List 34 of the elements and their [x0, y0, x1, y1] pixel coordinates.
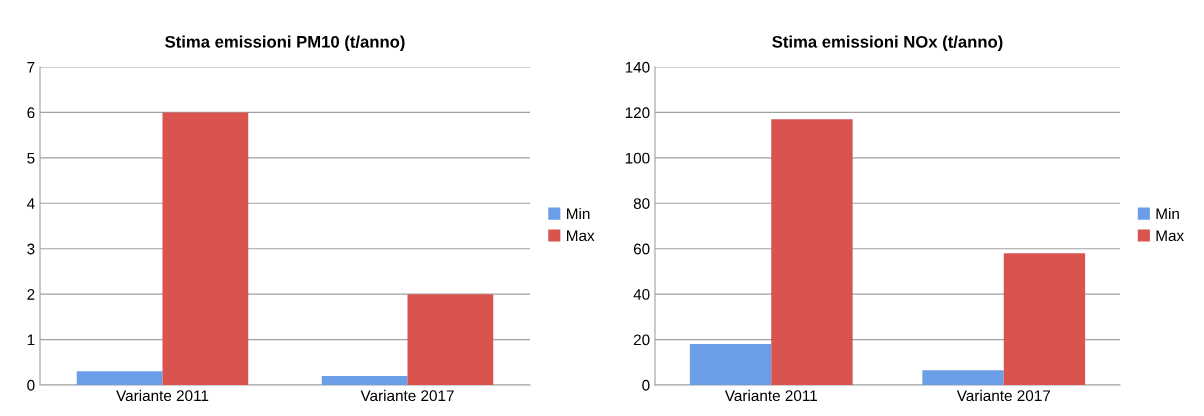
y-tick-label: 140 — [625, 61, 650, 73]
legend-label: Max — [1156, 230, 1184, 242]
bar — [162, 112, 249, 385]
chart-title: Stima emissioni PM10 (t/anno) — [165, 35, 405, 52]
y-tick-label: 0 — [27, 379, 35, 391]
legend-label: Min — [1156, 207, 1179, 220]
bar — [407, 294, 494, 385]
x-tick-label: Variante 2011 — [116, 389, 209, 402]
bar — [922, 370, 1004, 385]
chart-title: Stima emissioni NOx (t/anno) — [772, 35, 1003, 52]
y-tick-label: 3 — [27, 243, 35, 255]
y-tick-label: 40 — [633, 289, 650, 300]
x-tick-label: Variante 2017 — [360, 389, 454, 402]
bar — [1003, 253, 1086, 385]
y-tick-label: 7 — [27, 62, 35, 73]
bar — [689, 344, 772, 385]
legend-label: Min — [567, 207, 590, 220]
y-tick-label: 5 — [27, 152, 35, 164]
x-tick-label: Variante 2011 — [724, 389, 817, 402]
y-tick-label: 20 — [633, 334, 650, 346]
y-tick-label: 0 — [642, 379, 650, 391]
x-tick-label: Variante 2017 — [956, 389, 1050, 402]
y-tick-label: 1 — [27, 334, 35, 346]
y-tick-label: 6 — [27, 107, 35, 119]
bar — [321, 375, 408, 385]
y-tick-label: 2 — [27, 289, 35, 300]
bar — [76, 371, 163, 385]
bar — [771, 119, 853, 385]
y-tick-label: 120 — [625, 107, 650, 119]
y-tick-label: 4 — [26, 198, 35, 209]
legend-label: Max — [567, 230, 595, 242]
y-tick-label: 80 — [633, 198, 650, 209]
y-tick-label: 60 — [633, 243, 650, 255]
y-tick-label: 100 — [625, 152, 650, 164]
